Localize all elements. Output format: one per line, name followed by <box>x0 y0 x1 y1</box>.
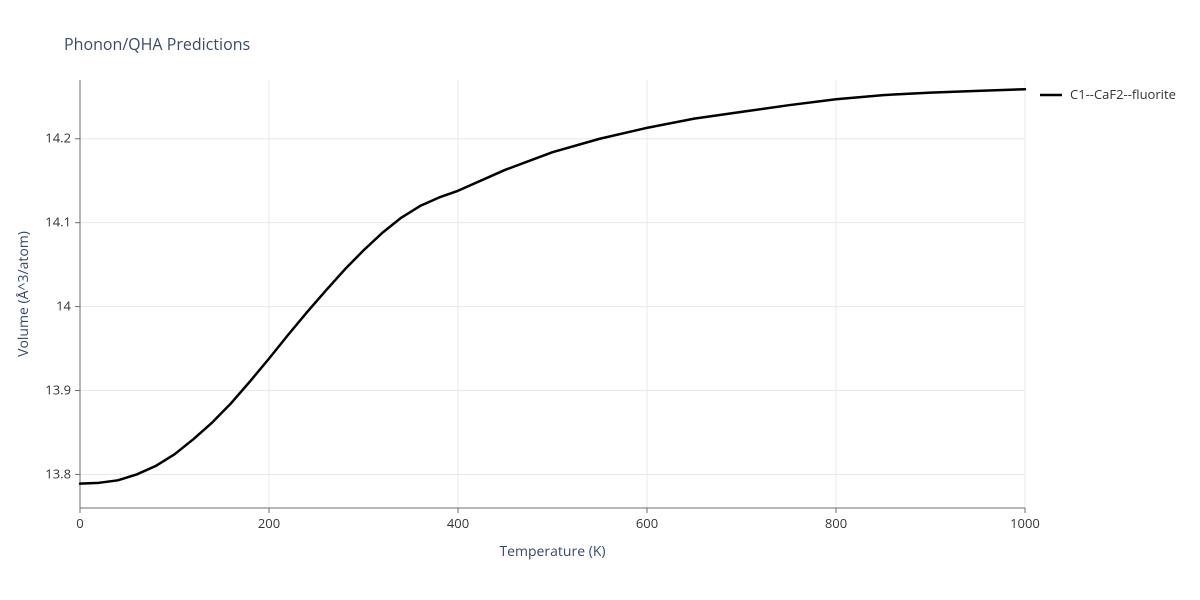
chart-title: Phonon/QHA Predictions <box>64 33 250 55</box>
y-tick-label: 14 <box>56 297 71 315</box>
y-tick-label: 14.2 <box>45 129 71 147</box>
chart-container: Phonon/QHA Predictions 0 200 400 600 800 1000… <box>0 0 1200 600</box>
x-tick-label: 600 <box>636 514 658 532</box>
series-line <box>80 89 1025 483</box>
x-axis-title: Temperature (K) <box>499 542 605 561</box>
chart-svg: 0 200 400 600 800 1000 13.8 13.9 14 14.1 14.2 Tempe… <box>0 0 1200 600</box>
y-tick-label: 13.9 <box>45 381 71 399</box>
y-tick-label: 13.8 <box>45 464 71 482</box>
legend-label: C1--CaF2--fluorite <box>1070 85 1176 103</box>
y-axis-title: Volume (Å^3/atom) <box>14 231 33 357</box>
y-tick-label: 14.1 <box>45 213 71 231</box>
x-tick-label: 0 <box>76 514 83 532</box>
x-tick-label: 200 <box>258 514 280 532</box>
x-tick-label: 1000 <box>1010 514 1040 532</box>
x-tick-label: 800 <box>825 514 847 532</box>
x-tick-label: 400 <box>447 514 469 532</box>
